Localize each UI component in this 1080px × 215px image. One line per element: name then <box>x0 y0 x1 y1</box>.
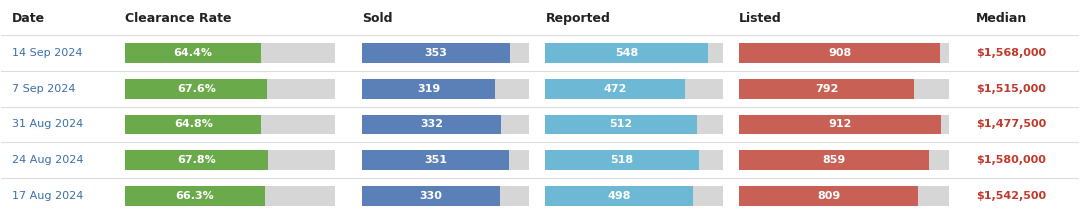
FancyBboxPatch shape <box>740 43 940 63</box>
FancyBboxPatch shape <box>125 150 335 170</box>
FancyBboxPatch shape <box>740 115 949 134</box>
Text: 351: 351 <box>424 155 447 165</box>
FancyBboxPatch shape <box>740 115 941 134</box>
FancyBboxPatch shape <box>545 186 693 206</box>
FancyBboxPatch shape <box>740 79 949 99</box>
FancyBboxPatch shape <box>362 186 500 206</box>
FancyBboxPatch shape <box>362 115 529 134</box>
Text: 498: 498 <box>607 191 631 201</box>
FancyBboxPatch shape <box>545 150 724 170</box>
FancyBboxPatch shape <box>740 186 949 206</box>
FancyBboxPatch shape <box>545 79 685 99</box>
FancyBboxPatch shape <box>362 43 510 63</box>
FancyBboxPatch shape <box>362 186 529 206</box>
FancyBboxPatch shape <box>125 115 261 134</box>
Text: 24 Aug 2024: 24 Aug 2024 <box>12 155 83 165</box>
Text: Date: Date <box>12 12 45 25</box>
Text: 809: 809 <box>818 191 840 201</box>
Text: 912: 912 <box>828 120 852 129</box>
Text: Sold: Sold <box>362 12 393 25</box>
Text: 472: 472 <box>604 84 627 94</box>
Text: 67.6%: 67.6% <box>177 84 216 94</box>
Text: 332: 332 <box>420 120 443 129</box>
FancyBboxPatch shape <box>545 115 697 134</box>
FancyBboxPatch shape <box>545 43 724 63</box>
Text: 64.8%: 64.8% <box>174 120 213 129</box>
FancyBboxPatch shape <box>362 150 509 170</box>
FancyBboxPatch shape <box>362 79 496 99</box>
FancyBboxPatch shape <box>545 186 724 206</box>
Text: Reported: Reported <box>545 12 610 25</box>
Text: 67.8%: 67.8% <box>177 155 216 165</box>
FancyBboxPatch shape <box>125 79 267 99</box>
FancyBboxPatch shape <box>125 186 335 206</box>
FancyBboxPatch shape <box>362 115 501 134</box>
FancyBboxPatch shape <box>740 186 918 206</box>
Text: 548: 548 <box>615 48 638 58</box>
FancyBboxPatch shape <box>125 43 260 63</box>
FancyBboxPatch shape <box>740 150 949 170</box>
Text: $1,477,500: $1,477,500 <box>976 120 1047 129</box>
FancyBboxPatch shape <box>545 150 699 170</box>
Text: 859: 859 <box>823 155 846 165</box>
Text: Listed: Listed <box>740 12 782 25</box>
FancyBboxPatch shape <box>362 43 529 63</box>
Text: 353: 353 <box>424 48 447 58</box>
FancyBboxPatch shape <box>740 150 929 170</box>
FancyBboxPatch shape <box>362 79 529 99</box>
FancyBboxPatch shape <box>362 150 529 170</box>
Text: 319: 319 <box>417 84 441 94</box>
Text: $1,580,000: $1,580,000 <box>976 155 1047 165</box>
Text: Median: Median <box>976 12 1027 25</box>
FancyBboxPatch shape <box>545 79 724 99</box>
Text: 64.4%: 64.4% <box>174 48 213 58</box>
Text: 31 Aug 2024: 31 Aug 2024 <box>12 120 83 129</box>
Text: 66.3%: 66.3% <box>176 191 214 201</box>
FancyBboxPatch shape <box>545 115 724 134</box>
Text: 7 Sep 2024: 7 Sep 2024 <box>12 84 76 94</box>
Text: 908: 908 <box>828 48 851 58</box>
Text: 792: 792 <box>815 84 838 94</box>
Text: $1,515,000: $1,515,000 <box>976 84 1047 94</box>
FancyBboxPatch shape <box>125 186 265 206</box>
FancyBboxPatch shape <box>125 79 335 99</box>
FancyBboxPatch shape <box>125 115 335 134</box>
Text: 14 Sep 2024: 14 Sep 2024 <box>12 48 83 58</box>
Text: 518: 518 <box>610 155 634 165</box>
Text: 512: 512 <box>610 120 633 129</box>
Text: $1,568,000: $1,568,000 <box>976 48 1047 58</box>
FancyBboxPatch shape <box>125 150 268 170</box>
FancyBboxPatch shape <box>740 43 949 63</box>
FancyBboxPatch shape <box>740 79 915 99</box>
FancyBboxPatch shape <box>125 43 335 63</box>
Text: 330: 330 <box>420 191 443 201</box>
Text: 17 Aug 2024: 17 Aug 2024 <box>12 191 83 201</box>
Text: Clearance Rate: Clearance Rate <box>125 12 232 25</box>
Text: $1,542,500: $1,542,500 <box>976 191 1047 201</box>
FancyBboxPatch shape <box>545 43 707 63</box>
